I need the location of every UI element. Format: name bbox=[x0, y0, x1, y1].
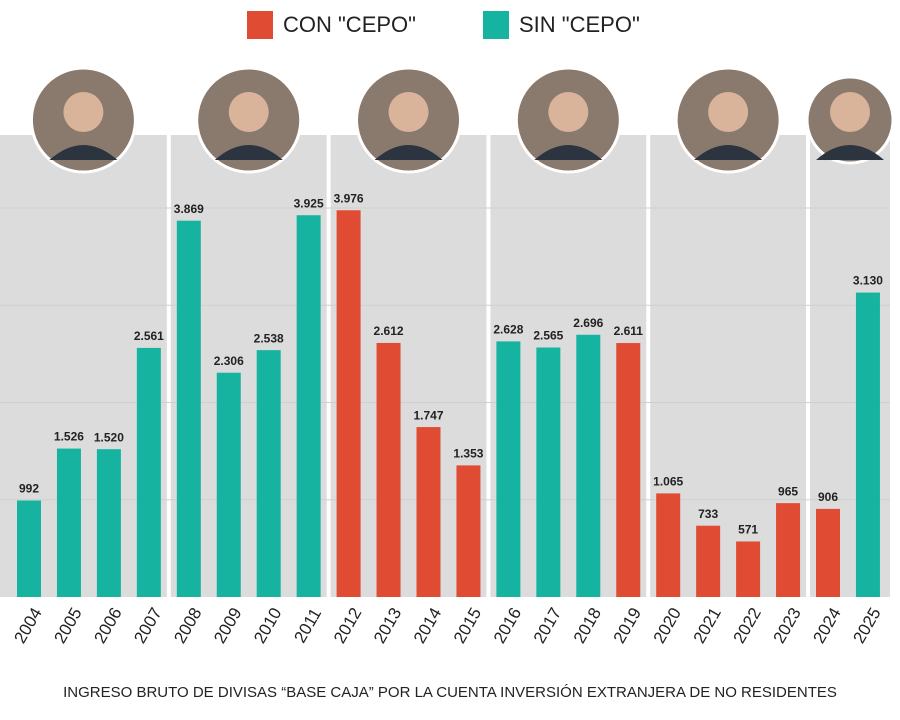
value-label: 733 bbox=[698, 507, 718, 521]
portrait-face bbox=[830, 92, 871, 132]
legend-swatch bbox=[483, 11, 509, 39]
value-label: 906 bbox=[818, 490, 838, 504]
value-label: 965 bbox=[778, 484, 798, 498]
bar bbox=[456, 465, 481, 597]
value-label: 2.538 bbox=[254, 331, 284, 345]
value-label: 1.065 bbox=[653, 475, 683, 489]
value-label: 1.526 bbox=[54, 430, 84, 444]
legend-swatch bbox=[247, 11, 273, 39]
bar bbox=[296, 215, 321, 597]
bar bbox=[256, 350, 281, 597]
value-label: 2.628 bbox=[493, 323, 523, 337]
portrait-face bbox=[388, 92, 429, 132]
value-label: 3.130 bbox=[853, 274, 883, 288]
value-label: 1.353 bbox=[453, 447, 483, 461]
value-label: 571 bbox=[738, 523, 758, 537]
portrait-suit bbox=[374, 145, 443, 160]
caption: INGRESO BRUTO DE DIVISAS “BASE CAJA” POR… bbox=[63, 684, 837, 701]
value-label: 2.696 bbox=[573, 316, 603, 330]
value-label: 1.520 bbox=[94, 430, 124, 444]
value-label: 2.565 bbox=[533, 329, 563, 343]
portrait-suit bbox=[694, 145, 763, 160]
bar bbox=[855, 292, 880, 597]
bar bbox=[17, 500, 41, 597]
value-label: 2.612 bbox=[374, 324, 404, 338]
portrait-face bbox=[708, 92, 749, 132]
bar bbox=[176, 220, 201, 597]
portrait-face bbox=[228, 92, 269, 132]
bar bbox=[376, 342, 401, 597]
portrait-suit bbox=[534, 145, 603, 160]
portrait-face bbox=[548, 92, 589, 132]
bar bbox=[216, 372, 241, 597]
legend-label: SIN "CEPO" bbox=[519, 12, 640, 37]
portrait-suit bbox=[49, 145, 118, 160]
bar bbox=[616, 343, 641, 597]
bar bbox=[56, 448, 81, 597]
bar bbox=[536, 347, 561, 597]
bar bbox=[136, 347, 161, 597]
value-label: 3.869 bbox=[174, 202, 204, 216]
bar bbox=[656, 493, 681, 597]
bar bbox=[496, 341, 521, 597]
portrait-suit bbox=[214, 145, 283, 160]
value-label: 992 bbox=[19, 482, 39, 496]
bar bbox=[96, 449, 121, 597]
value-label: 2.611 bbox=[614, 324, 644, 338]
bar bbox=[416, 427, 441, 597]
value-label: 3.925 bbox=[294, 196, 324, 210]
bar bbox=[816, 508, 840, 597]
value-label: 1.747 bbox=[413, 408, 443, 422]
value-label: 3.976 bbox=[334, 191, 364, 205]
bar bbox=[776, 503, 801, 597]
portrait-face bbox=[63, 92, 104, 132]
value-label: 2.561 bbox=[134, 329, 164, 343]
bar bbox=[736, 541, 761, 597]
bar bbox=[696, 525, 721, 597]
legend-label: CON "CEPO" bbox=[283, 12, 416, 37]
value-label: 2.306 bbox=[214, 354, 244, 368]
bar bbox=[336, 210, 361, 597]
bar bbox=[576, 334, 601, 597]
portrait-suit bbox=[816, 145, 885, 160]
